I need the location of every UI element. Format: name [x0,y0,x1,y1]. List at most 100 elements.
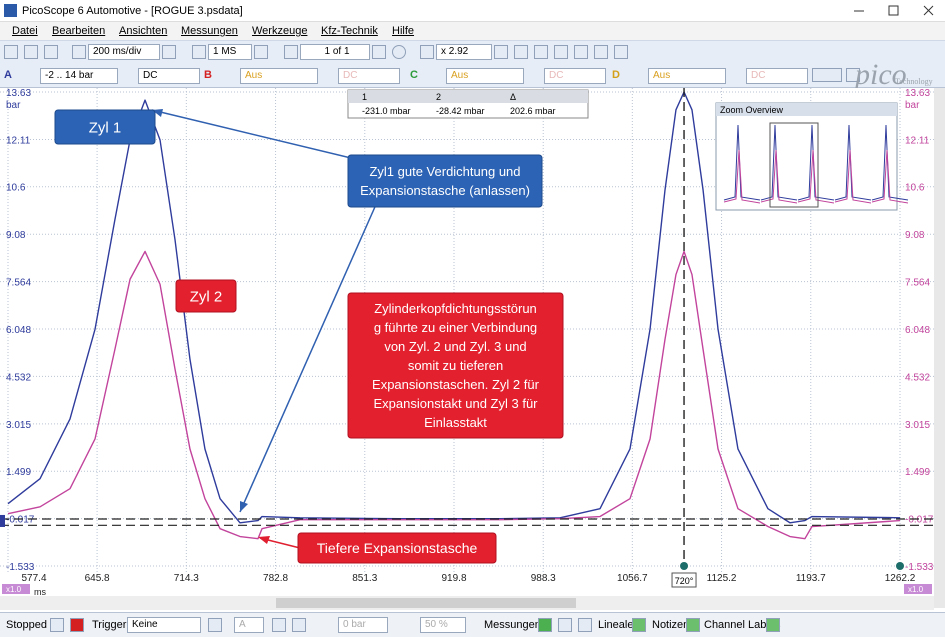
channel-name[interactable]: C [410,69,418,81]
tool-icon[interactable] [614,45,628,59]
tool-icon[interactable] [514,45,528,59]
x-tick-label: 1056.7 [617,573,648,584]
channel-name[interactable]: A [4,69,12,81]
toolbar: 200 ms/div 1 MS 1 of 1 x 2.92 [0,40,945,64]
step-button[interactable] [254,45,268,59]
y2-tick-label: 10.6 [905,183,925,194]
y2-tick-label: -1.533 [905,562,934,573]
ruler-table-value: -28.42 mbar [436,106,485,116]
overview-trace [834,149,872,204]
annotation-box [175,279,237,313]
channel-range[interactable]: Aus [240,68,318,84]
y2-tick-label: 9.08 [905,230,925,241]
x-tick-label: 919.8 [441,573,466,584]
ruler-table-value: -231.0 mbar [362,106,411,116]
title-bar: PicoScope 6 Automotive - [ROGUE 3.psdata… [0,0,945,22]
side-strip [934,88,945,608]
overview-trace [723,149,761,204]
rulers-toggle[interactable] [632,618,646,632]
step-button[interactable] [192,45,206,59]
menu-item[interactable]: Messungen [181,25,238,37]
window-controls[interactable] [840,0,945,22]
trigger-mode[interactable]: Keine [127,617,201,633]
step-button[interactable] [372,45,386,59]
menu-item[interactable]: Datei [12,25,38,37]
zoom-overview-title-bar [716,103,897,116]
step-button[interactable] [72,45,86,59]
arrow-head [240,501,248,512]
annotation-text: Zylinderkopfdichtungsstörun [374,301,537,316]
step-button[interactable] [162,45,176,59]
arrow [239,199,379,513]
samples-box[interactable]: 1 MS [208,44,252,60]
overview-trace [760,149,798,204]
tool-icon[interactable] [292,618,306,632]
channel-name[interactable]: D [612,69,620,81]
tool-icon[interactable] [558,618,572,632]
scroll-thumb[interactable] [276,598,576,608]
tool-icon[interactable] [44,45,58,59]
channel-coupling[interactable]: DC [338,68,400,84]
menu-item[interactable]: Werkzeuge [252,25,308,37]
annotation-text: Einlasstakt [424,415,487,430]
timebase-box[interactable]: 200 ms/div [88,44,160,60]
menu-item[interactable]: Ansichten [119,25,168,37]
annotation-text: g führte zu einer Verbindung [374,320,537,335]
y2-tick-label: 3.015 [905,420,930,431]
tool-icon[interactable] [392,45,406,59]
tool-icon[interactable] [208,618,222,632]
dropdown[interactable] [846,68,860,82]
channel-name[interactable]: B [204,69,212,81]
notes-toggle[interactable] [686,618,700,632]
status-bar: Stopped Trigger Keine A 0 bar 50 % Messu… [0,612,945,637]
zoom-box[interactable]: x 2.92 [436,44,492,60]
channel-toolbar: pico Technology A -2 .. 14 bar DC B Aus DC C Au… [0,58,945,91]
trigger-channel[interactable]: A [234,617,264,633]
tool-icon[interactable] [534,45,548,59]
status-state: Stopped [6,619,47,631]
menu-item[interactable]: Hilfe [392,25,415,37]
zoom-overview [715,102,898,211]
step-button[interactable] [420,45,434,59]
y2-tick-label: 6.048 [905,325,930,336]
labels-toggle[interactable] [766,618,780,632]
tool-icon[interactable] [4,45,18,59]
overview-trace [760,124,798,201]
tool-icon[interactable] [574,45,588,59]
menu-item[interactable]: Bearbeiten [52,25,106,37]
y-tick-label: 4.532 [6,372,31,383]
channel-coupling[interactable]: DC [544,68,606,84]
pretrigger[interactable]: 50 % [420,617,466,633]
x-tick-label: 1193.7 [796,573,826,584]
channel-range[interactable]: Aus [648,68,726,84]
channel-range[interactable]: -2 .. 14 bar [40,68,118,84]
annotation-box [347,154,543,208]
x-tick-label: 988.3 [531,573,556,584]
x-tick-label: 1125.2 [707,573,737,584]
tool-icon[interactable] [578,618,592,632]
tool-icon[interactable] [272,618,286,632]
notes-label: Notizen [652,619,690,631]
channel-coupling[interactable]: DC [746,68,808,84]
tool-icon[interactable] [594,45,608,59]
channel-range[interactable]: Aus [446,68,524,84]
tool-icon[interactable] [24,45,38,59]
signal-icon[interactable] [812,68,842,82]
ruler-table-value: 202.6 mbar [510,106,556,116]
tool-icon[interactable] [554,45,568,59]
menu-item[interactable]: Kfz-Technik [321,25,378,37]
tool-icon[interactable] [494,45,508,59]
run-button[interactable] [50,618,64,632]
annotation-text: Expansionstakt und Zyl 3 für [373,396,538,411]
y2-tick-label: 7.564 [905,278,930,289]
y-tick-label: 12.11 [6,136,31,147]
add-button[interactable] [538,618,552,632]
arrow [151,109,381,166]
buffer-box[interactable]: 1 of 1 [300,44,370,60]
step-button[interactable] [284,45,298,59]
overview-trace [723,124,761,201]
threshold[interactable]: 0 bar [338,617,388,633]
stop-button[interactable] [70,618,84,632]
channel-coupling[interactable]: DC [138,68,200,84]
